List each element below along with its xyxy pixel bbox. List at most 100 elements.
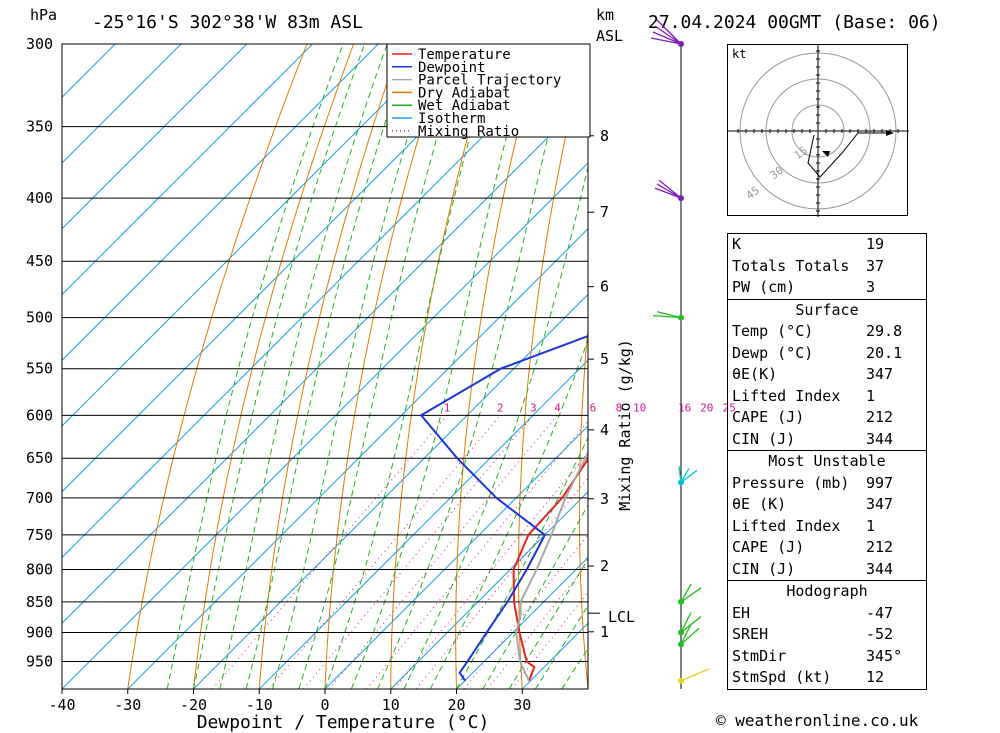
- wind-barb: [680, 583, 692, 603]
- units-left: hPa: [30, 6, 57, 24]
- mixing-ratio-label: 4: [554, 401, 561, 414]
- wet-adiabat-line: [298, 44, 466, 689]
- pressure-tick-label: 450: [26, 252, 53, 270]
- wind-barb: [656, 183, 682, 199]
- x-tick-label: -20: [180, 696, 207, 714]
- isotherm-line: [62, 44, 511, 493]
- mixing-ratio-label: 1: [444, 401, 451, 414]
- isotherm-line: [62, 44, 248, 230]
- legend-label: Wet Adiabat: [418, 98, 511, 114]
- wind-barb: [658, 179, 682, 199]
- mixing-ratio-line: [212, 414, 448, 689]
- wind-barb: [680, 668, 710, 682]
- dry-adiabat-line: [638, 44, 680, 689]
- units-asl: ASL: [596, 27, 623, 45]
- units-km: km: [596, 6, 614, 24]
- legend-label: Dry Adiabat: [418, 85, 511, 101]
- legend-label: Dewpoint: [418, 60, 485, 76]
- km-tick-label: 1: [600, 623, 609, 641]
- x-tick-label: 20: [447, 696, 465, 714]
- isotherm-line: [127, 228, 588, 689]
- isotherm-line: [62, 162, 588, 689]
- surface-row: CIN (J) 344: [732, 429, 894, 448]
- km-tick-label: 4: [600, 421, 609, 439]
- hodograph-ring-45: 45: [744, 184, 762, 202]
- isotherm-line: [390, 491, 588, 689]
- wet-adiabat-line: [245, 44, 412, 689]
- parcel-trajectory-line: [515, 450, 588, 682]
- mixing-ratio-axis-label: Mixing Ratio (g/kg): [616, 339, 634, 511]
- dry-adiabat-line: [455, 44, 541, 689]
- wind-barb: [680, 624, 692, 645]
- legend-label: Mixing Ratio: [418, 124, 519, 140]
- most-unstable-row: CIN (J) 344: [732, 559, 894, 578]
- pressure-tick-label: 500: [26, 309, 53, 327]
- wet-adiabat-line: [219, 44, 388, 689]
- mixing-ratio-label: 25: [723, 401, 736, 414]
- mixing-ratio-label: 10: [633, 401, 646, 414]
- legend-label: Temperature: [418, 47, 511, 63]
- hodograph-trace: [807, 132, 888, 178]
- pressure-tick-label: 900: [26, 624, 53, 642]
- wind-barb: [678, 466, 682, 483]
- surface-block: Surface Temp (°C) 29.8 Dewp (°C) 20.1 θE(K…: [727, 299, 927, 451]
- isotherm-line: [62, 44, 379, 361]
- isotherm-line: [62, 44, 576, 559]
- mixing-ratio-line: [366, 420, 588, 689]
- datetime-title: 27.04.2024 00GMT (Base: 06): [648, 12, 941, 33]
- x-tick-label: -30: [114, 696, 141, 714]
- x-axis-label: Dewpoint / Temperature (°C): [197, 712, 490, 733]
- hodograph-block: Hodograph EH -47 SREH -52 StmDir 345° StmSp…: [727, 581, 927, 690]
- pressure-tick-label: 550: [26, 360, 53, 378]
- wind-barb: [654, 25, 682, 45]
- most-unstable-row: Lifted Index 1: [732, 516, 876, 535]
- most-unstable-row: θE (K) 347: [732, 495, 894, 513]
- isotherm-line: [456, 556, 588, 689]
- wet-adiabat-line: [377, 44, 572, 689]
- wind-barb: [656, 19, 682, 45]
- km-tick-label: 3: [600, 490, 609, 508]
- surface-row: Lifted Index 1: [732, 386, 876, 405]
- isotherm-line: [62, 44, 313, 296]
- location-title: -25°16'S 302°38'W 83m ASL: [92, 12, 363, 33]
- x-tick-label: -10: [246, 696, 273, 714]
- mixing-ratio-line: [393, 451, 588, 689]
- pressure-tick-label: 700: [26, 489, 53, 507]
- legend-label: Parcel Trajectory: [418, 73, 561, 89]
- pressure-tick-label: 350: [26, 118, 53, 136]
- wind-barb: [656, 311, 682, 319]
- pressure-tick-label: 750: [26, 526, 53, 544]
- isotherm-line: [324, 425, 588, 689]
- km-tick-label: 6: [600, 278, 609, 296]
- x-tick-label: 30: [513, 696, 531, 714]
- mixing-ratio-line: [268, 414, 501, 689]
- wind-barb: [680, 469, 698, 483]
- mixing-ratio-label: 16: [678, 401, 691, 414]
- hodograph-row: StmSpd (kt) 12: [732, 668, 885, 686]
- wind-barb: [680, 468, 690, 483]
- wind-barb: [652, 31, 682, 45]
- wind-barb: [680, 587, 702, 603]
- isotherm-line: [62, 44, 182, 164]
- x-tick-label: 10: [382, 696, 400, 714]
- wet-adiabat-line: [166, 44, 344, 689]
- hodograph-row: SREH -52: [732, 625, 894, 643]
- km-tick-label: 5: [600, 350, 609, 368]
- most-unstable-block: Most Unstable Pressure (mb) 997 θE (K) 347…: [727, 451, 927, 581]
- wet-adiabat-line: [324, 44, 497, 689]
- surface-row: θE(K) 347: [732, 365, 894, 383]
- surface-row: CAPE (J) 212: [732, 408, 894, 426]
- surface-row: Temp (°C) 29.8: [732, 322, 903, 340]
- isotherm-line: [62, 96, 588, 624]
- pressure-tick-label: 400: [26, 189, 53, 207]
- wet-adiabat-line: [271, 44, 438, 689]
- isotherm-line: [258, 359, 588, 689]
- copyright[interactable]: © weatheronline.co.uk: [716, 711, 919, 730]
- storm-motion-marker: [822, 151, 830, 157]
- dry-adiabat-line: [127, 44, 308, 689]
- pressure-tick-label: 950: [26, 653, 53, 671]
- wind-barb: [652, 315, 682, 319]
- pressure-tick-label: 650: [26, 449, 53, 467]
- hodograph-title: Hodograph: [786, 582, 868, 600]
